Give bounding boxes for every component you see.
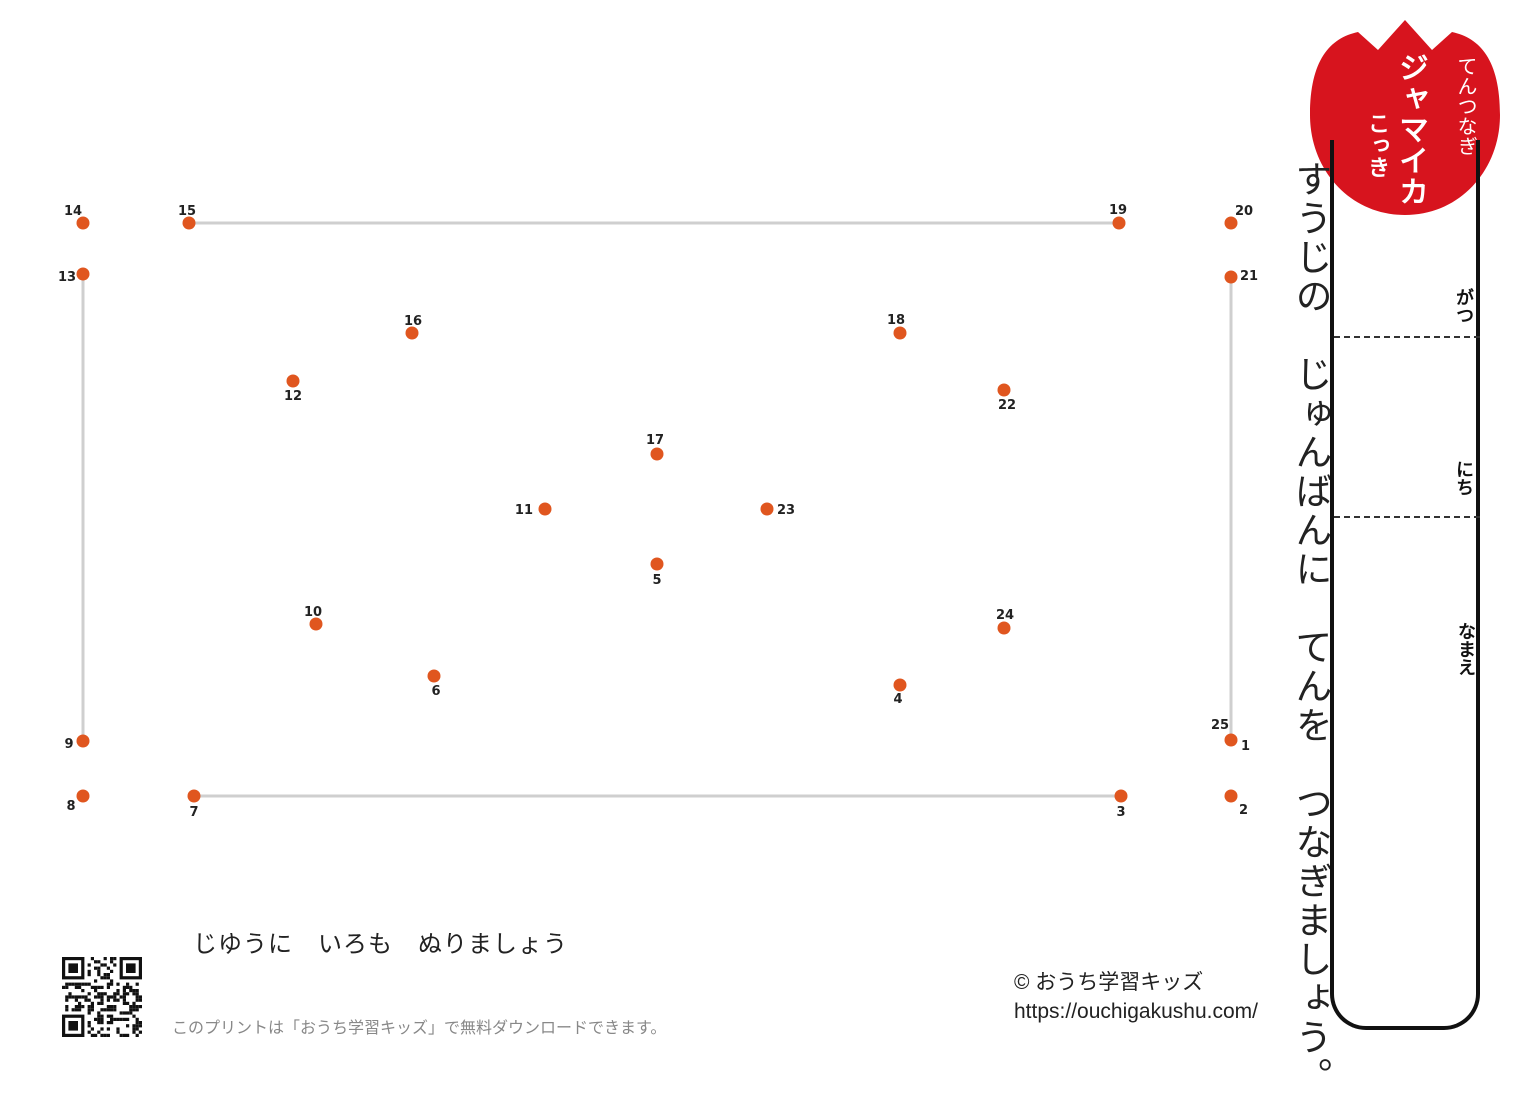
dot-label-8: 8: [66, 799, 75, 814]
dot-13: [76, 267, 90, 281]
dot-20: [1224, 216, 1238, 230]
dot-23: [760, 502, 774, 516]
dot-label-15: 15: [178, 204, 196, 219]
dot-9: [76, 734, 90, 748]
dot-label-16: 16: [404, 314, 422, 329]
site-url[interactable]: https://ouchigakushu.com/: [1014, 1000, 1258, 1023]
instruction-text: すうじの じゅんばんに てんを つなぎましょう。: [1289, 160, 1332, 1096]
divider-month: [1334, 336, 1480, 338]
dot-2: [1224, 789, 1238, 803]
dot-7: [187, 789, 201, 803]
divider-day: [1334, 516, 1480, 518]
dot-15: [182, 216, 196, 230]
dot-label-5: 5: [652, 573, 661, 588]
dot-label-21: 21: [1240, 269, 1258, 284]
dot-22: [997, 383, 1011, 397]
dot-label-17: 17: [646, 433, 664, 448]
dot-label-2: 2: [1239, 803, 1248, 818]
dot-label-20: 20: [1235, 204, 1253, 219]
dot-24: [997, 621, 1011, 635]
badge-title: ジャマイカ: [1393, 52, 1428, 207]
dot-10: [309, 617, 323, 631]
dot-5: [650, 557, 664, 571]
dot-label-10: 10: [304, 605, 322, 620]
name-date-box: [1330, 140, 1480, 1030]
dot-label-9: 9: [64, 737, 73, 752]
copyright: © おうち学習キッズ: [1014, 971, 1204, 994]
dot-11: [538, 502, 552, 516]
dot-3: [1114, 789, 1128, 803]
dot-4: [893, 678, 907, 692]
dot-label-22: 22: [998, 398, 1016, 413]
dot-label-4: 4: [893, 692, 902, 707]
dot-label-3: 3: [1116, 805, 1125, 820]
month-label: がつ: [1453, 288, 1474, 324]
badge-subtitle: こっき: [1364, 112, 1389, 178]
badge-small-label: てんつなぎ: [1454, 56, 1478, 156]
dot-label-6: 6: [431, 684, 440, 699]
day-label: にち: [1453, 460, 1474, 496]
dot-label-11: 11: [515, 503, 533, 518]
dot-label-14: 14: [64, 204, 82, 219]
download-note: このプリントは「おうち学習キッズ」で無料ダウンロードできます。: [172, 1018, 667, 1037]
qr-code-icon: [62, 957, 142, 1037]
dot-label-25: 25: [1211, 718, 1229, 733]
dot-label-12: 12: [284, 389, 302, 404]
dot-6: [427, 669, 441, 683]
dot-label-1: 1: [1241, 739, 1250, 754]
dot-label-24: 24: [996, 608, 1014, 623]
dot-label-13: 13: [58, 270, 76, 285]
dot-label-7: 7: [189, 805, 198, 820]
dot-21: [1224, 270, 1238, 284]
name-label: なまえ: [1455, 622, 1476, 676]
dot-label-18: 18: [887, 313, 905, 328]
dot-1: [1224, 733, 1238, 747]
dot-8: [76, 789, 90, 803]
color-note: じゆうに いろも ぬりましょう: [193, 930, 568, 958]
dot-label-23: 23: [777, 503, 795, 518]
dot-17: [650, 447, 664, 461]
dot-12: [286, 374, 300, 388]
dot-label-19: 19: [1109, 203, 1127, 218]
dot-18: [893, 326, 907, 340]
dot-16: [405, 326, 419, 340]
dot-14: [76, 216, 90, 230]
dot-19: [1112, 216, 1126, 230]
guide-lines: [81, 221, 1233, 798]
